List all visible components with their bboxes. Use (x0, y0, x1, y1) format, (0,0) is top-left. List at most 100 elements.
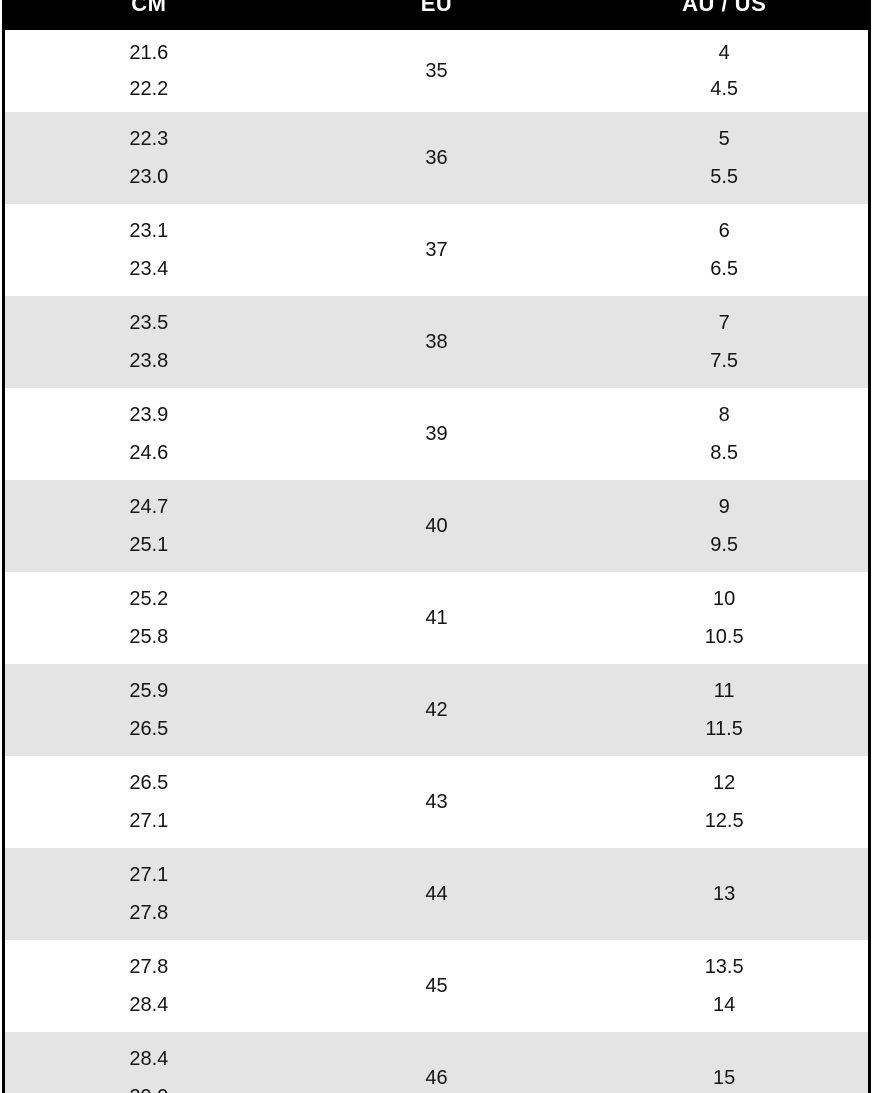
au-us-cell: 13 (580, 848, 868, 940)
au-us-cell: 11 11.5 (580, 664, 868, 756)
eu-cell: 46 (293, 1032, 581, 1093)
cm-cell: 24.7 25.1 (5, 480, 293, 572)
cell-value: 6 (718, 219, 730, 242)
au-us-cell: 9 9.5 (580, 480, 868, 572)
cell-value: 28.4 (129, 1047, 169, 1070)
cell-value: 5.5 (710, 166, 739, 189)
table-row: 23.9 24.6 39 8 8.5 (5, 388, 868, 480)
cm-cell: 23.5 23.8 (5, 296, 293, 388)
table-header-row: CM EU AU / US (5, 0, 868, 30)
cell-value: 12.5 (704, 810, 744, 833)
cell-value: 27.1 (129, 863, 169, 886)
cell-value: 14 (713, 994, 736, 1017)
cell-value: 23.0 (129, 166, 169, 189)
cm-cell: 27.1 27.8 (5, 848, 293, 940)
eu-cell: 41 (293, 572, 581, 664)
cell-value: 23.5 (129, 311, 169, 334)
eu-cell: 37 (293, 204, 581, 296)
cell-value: 38 (425, 331, 448, 353)
cell-value: 25.8 (129, 626, 169, 649)
cell-value: 25.2 (129, 587, 169, 610)
cell-value: 25.1 (129, 534, 169, 557)
au-us-cell: 15 (580, 1032, 868, 1093)
cm-cell: 22.3 23.0 (5, 112, 293, 204)
cell-value: 23.4 (129, 258, 169, 281)
cell-value: 23.9 (129, 403, 169, 426)
cell-value: 45 (425, 975, 448, 997)
cm-cell: 25.2 25.8 (5, 572, 293, 664)
cell-value: 22.3 (129, 127, 169, 150)
cell-value: 46 (425, 1067, 448, 1089)
au-us-cell: 8 8.5 (580, 388, 868, 480)
table-row: 24.7 25.1 40 9 9.5 (5, 480, 868, 572)
cell-value: 42 (425, 699, 448, 721)
cell-value: 15 (713, 1067, 736, 1089)
cm-cell: 25.9 26.5 (5, 664, 293, 756)
eu-cell: 44 (293, 848, 581, 940)
cell-value: 21.6 (129, 42, 169, 65)
cell-value: 26.5 (129, 718, 169, 741)
table-row: 26.5 27.1 43 12 12.5 (5, 756, 868, 848)
eu-cell: 36 (293, 112, 581, 204)
cm-cell: 23.1 23.4 (5, 204, 293, 296)
table-row: 25.2 25.8 41 10 10.5 (5, 572, 868, 664)
cell-value: 5 (718, 127, 730, 150)
cell-value: 6.5 (710, 258, 739, 281)
cell-value: 29.0 (129, 1085, 168, 1093)
cell-value: 36 (425, 147, 448, 169)
eu-cell: 42 (293, 664, 581, 756)
table-row: 27.8 28.4 45 13.5 14 (5, 940, 868, 1032)
cell-value: 8.5 (710, 442, 739, 465)
cell-value: 7.5 (710, 350, 739, 373)
cell-value: 26.5 (129, 771, 169, 794)
cm-cell: 21.6 22.2 (5, 30, 293, 112)
cell-value: 10 (713, 587, 736, 610)
cell-value: 24.7 (129, 495, 169, 518)
table-row: 25.9 26.5 42 11 11.5 (5, 664, 868, 756)
cell-value: 9 (718, 495, 730, 518)
header-cell-au-us: AU / US (682, 0, 767, 16)
au-us-cell: 12 12.5 (580, 756, 868, 848)
cell-value: 9.5 (710, 534, 739, 557)
cell-value: 4.5 (710, 77, 739, 100)
cell-value: 35 (425, 60, 448, 82)
table-row: 28.4 29.0 46 15 (5, 1032, 868, 1093)
table-row: 22.3 23.0 36 5 5.5 (5, 112, 868, 204)
table-row: 23.5 23.8 38 7 7.5 (5, 296, 868, 388)
eu-cell: 38 (293, 296, 581, 388)
eu-cell: 40 (293, 480, 581, 572)
au-us-cell: 10 10.5 (580, 572, 868, 664)
table-row: 27.1 27.8 44 13 (5, 848, 868, 940)
cell-value: 11 (713, 679, 735, 702)
au-us-cell: 13.5 14 (580, 940, 868, 1032)
eu-cell: 43 (293, 756, 581, 848)
eu-cell: 45 (293, 940, 581, 1032)
cell-value: 10.5 (704, 626, 744, 649)
cell-value: 39 (425, 423, 448, 445)
cell-value: 24.6 (129, 442, 169, 465)
cell-value: 11.5 (705, 718, 743, 741)
table-body: 21.6 22.2 35 4 4.5 22.3 23.0 36 5 5.5 23.1 23.4 37 6 6… (5, 30, 868, 1093)
cm-cell: 26.5 27.1 (5, 756, 293, 848)
cell-value: 12 (713, 771, 736, 794)
header-cell-eu: EU (420, 0, 453, 16)
cell-value: 8 (718, 403, 730, 426)
cell-value: 40 (425, 515, 448, 537)
cell-value: 13 (713, 883, 736, 905)
eu-cell: 39 (293, 388, 581, 480)
cm-cell: 28.4 29.0 (5, 1032, 293, 1093)
au-us-cell: 4 4.5 (580, 30, 868, 112)
cell-value: 13.5 (704, 955, 744, 978)
cell-value: 23.8 (129, 350, 169, 373)
cell-value: 37 (425, 239, 448, 261)
cell-value: 7 (718, 311, 730, 334)
au-us-cell: 6 6.5 (580, 204, 868, 296)
cell-value: 41 (425, 607, 448, 629)
au-us-cell: 7 7.5 (580, 296, 868, 388)
cell-value: 27.1 (129, 810, 169, 833)
cell-value: 22.2 (129, 77, 169, 100)
table-row: 21.6 22.2 35 4 4.5 (5, 30, 868, 112)
table-row: 23.1 23.4 37 6 6.5 (5, 204, 868, 296)
